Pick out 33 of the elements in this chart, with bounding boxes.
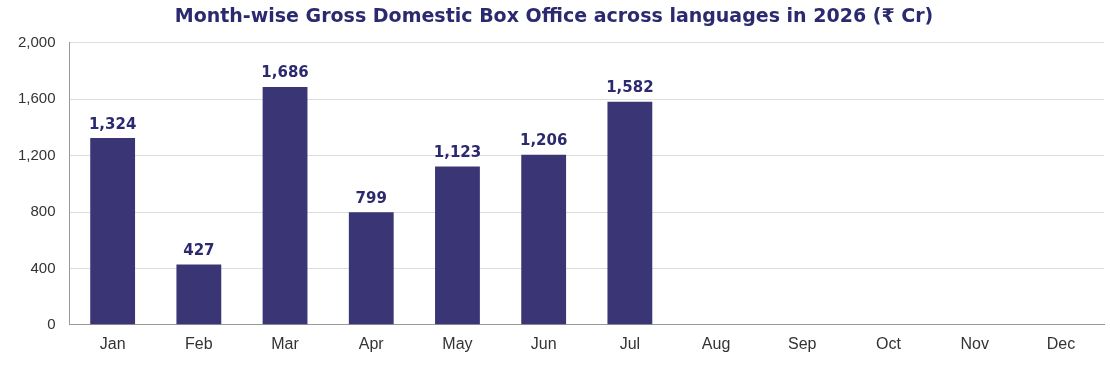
y-tick-label: 1,600 <box>17 89 56 107</box>
x-tick-label: Nov <box>960 334 989 352</box>
data-label: 1,206 <box>519 131 568 150</box>
bar <box>262 87 308 325</box>
x-tick-label: Mar <box>271 334 300 352</box>
data-label: 1,582 <box>606 78 654 97</box>
x-tick-label: Jun <box>530 334 557 352</box>
x-tick-label: May <box>442 334 473 352</box>
x-tick-label: Aug <box>701 334 731 352</box>
bar <box>607 101 653 325</box>
x-tick-label: Feb <box>185 334 213 352</box>
bar <box>176 264 222 325</box>
bar <box>348 212 394 325</box>
y-tick-label: 1,200 <box>17 145 56 163</box>
bar <box>435 166 480 325</box>
data-label: 1,123 <box>433 142 482 161</box>
y-tick-label: 400 <box>30 258 56 276</box>
data-label: 1,324 <box>88 114 137 133</box>
data-label: 1,686 <box>261 63 309 82</box>
y-tick-label: 800 <box>30 202 56 220</box>
x-tick-label: Dec <box>1046 334 1076 352</box>
bar <box>521 154 567 325</box>
data-label: 427 <box>183 240 215 259</box>
bar <box>90 138 136 325</box>
data-label: 799 <box>355 188 387 207</box>
x-tick-label: Jul <box>619 334 641 352</box>
x-tick-label: Jan <box>99 334 126 352</box>
chart-title: Month-wise Gross Domestic Box Office across languages in 2026 (₹ Cr) <box>174 4 934 27</box>
y-tick-label: 2,000 <box>17 32 56 50</box>
y-tick-label: 0 <box>47 314 56 332</box>
x-tick-label: Oct <box>876 334 902 352</box>
x-tick-label: Apr <box>358 334 385 352</box>
x-tick-label: Sep <box>788 334 817 352</box>
